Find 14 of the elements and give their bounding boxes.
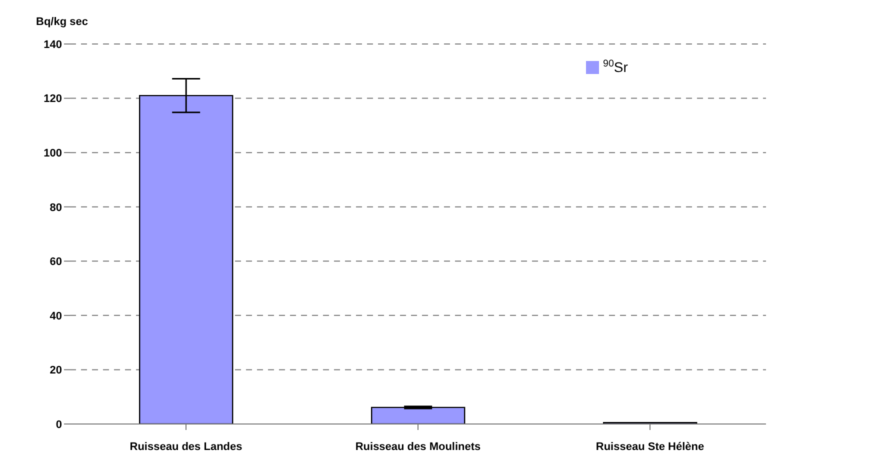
y-tick-label: 80	[50, 202, 62, 214]
y-tick-label: 60	[50, 256, 62, 268]
y-tick-label: 40	[50, 310, 62, 322]
y-tick-label: 120	[44, 93, 62, 106]
x-tick-label: Ruisseau des Landes	[130, 440, 242, 453]
y-tick-label: 140	[44, 38, 62, 51]
legend-label: $^{90}$Sr	[603, 58, 628, 75]
y-tick-label: 100	[44, 147, 62, 160]
y-tick-label: 20	[50, 364, 62, 377]
bar	[371, 406, 466, 424]
x-tick-label: Ruisseau des Moulinets	[355, 440, 481, 453]
y-tick-label: 0	[56, 418, 62, 431]
x-tick-label: Ruisseau Ste Hélène	[596, 440, 704, 453]
y-axis-title: Bq/kg sec	[36, 16, 88, 28]
